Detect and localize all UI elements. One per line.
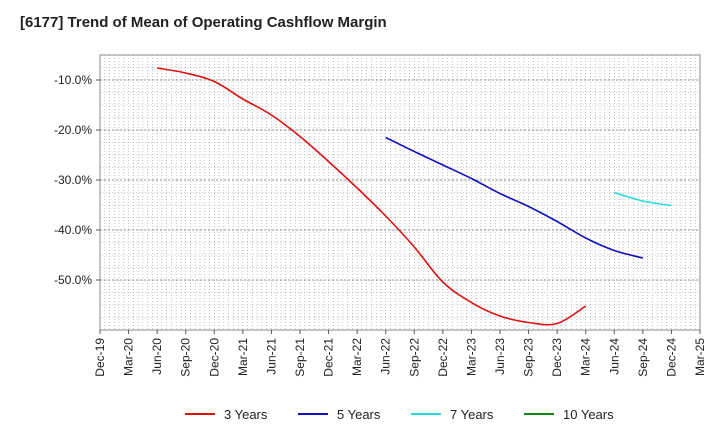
x-tick-label: Mar-25 xyxy=(693,338,707,376)
x-tick-label: Sep-23 xyxy=(522,338,536,377)
x-tick-label: Mar-24 xyxy=(579,338,593,376)
x-tick-label: Sep-21 xyxy=(293,338,307,377)
x-tick-label: Dec-23 xyxy=(550,338,564,377)
chart-title: [6177] Trend of Mean of Operating Cashfl… xyxy=(20,14,387,31)
x-tick-label: Jun-21 xyxy=(264,338,278,375)
x-tick-label: Mar-20 xyxy=(122,338,136,376)
y-tick-label: -10.0% xyxy=(54,73,92,87)
series-lines xyxy=(157,67,672,326)
legend-label: 3 Years xyxy=(224,407,268,422)
grid-lines xyxy=(99,54,700,330)
x-tick-label: Sep-20 xyxy=(179,338,193,377)
series-line-3-years xyxy=(157,67,587,326)
x-tick-label: Jun-23 xyxy=(493,338,507,375)
x-tick-label: Dec-21 xyxy=(322,338,336,377)
x-tick-label: Dec-20 xyxy=(207,338,221,377)
x-tick-label: Jun-20 xyxy=(150,338,164,375)
x-tick-label: Sep-22 xyxy=(407,338,421,377)
legend-label: 5 Years xyxy=(337,407,381,422)
x-tick-label: Jun-22 xyxy=(379,338,393,375)
legend: 3 Years 5 Years 7 Years 10 Years xyxy=(185,407,614,422)
y-tick-label: -40.0% xyxy=(54,223,92,237)
series-line-5-years xyxy=(385,136,644,259)
y-axis: -10.0% -20.0% -30.0% -40.0% -50.0% xyxy=(54,73,100,287)
legend-label: 7 Years xyxy=(450,407,494,422)
x-tick-label: Dec-24 xyxy=(664,338,678,377)
y-tick-label: -30.0% xyxy=(54,173,92,187)
x-tick-label: Dec-22 xyxy=(436,338,450,377)
series-line-7-years xyxy=(614,191,672,207)
x-tick-label: Mar-22 xyxy=(350,338,364,376)
x-axis: Dec-19 Mar-20 Jun-20 Sep-20 Dec-20 Mar-21 Jun-… xyxy=(93,330,707,377)
y-tick-label: -20.0% xyxy=(54,123,92,137)
x-tick-label: Mar-23 xyxy=(464,338,478,376)
y-tick-label: -50.0% xyxy=(54,273,92,287)
legend-label: 10 Years xyxy=(563,407,614,422)
x-tick-label: Jun-24 xyxy=(607,338,621,375)
x-tick-label: Mar-21 xyxy=(236,338,250,376)
x-tick-label: Sep-24 xyxy=(636,338,650,377)
x-tick-label: Dec-19 xyxy=(93,338,107,377)
